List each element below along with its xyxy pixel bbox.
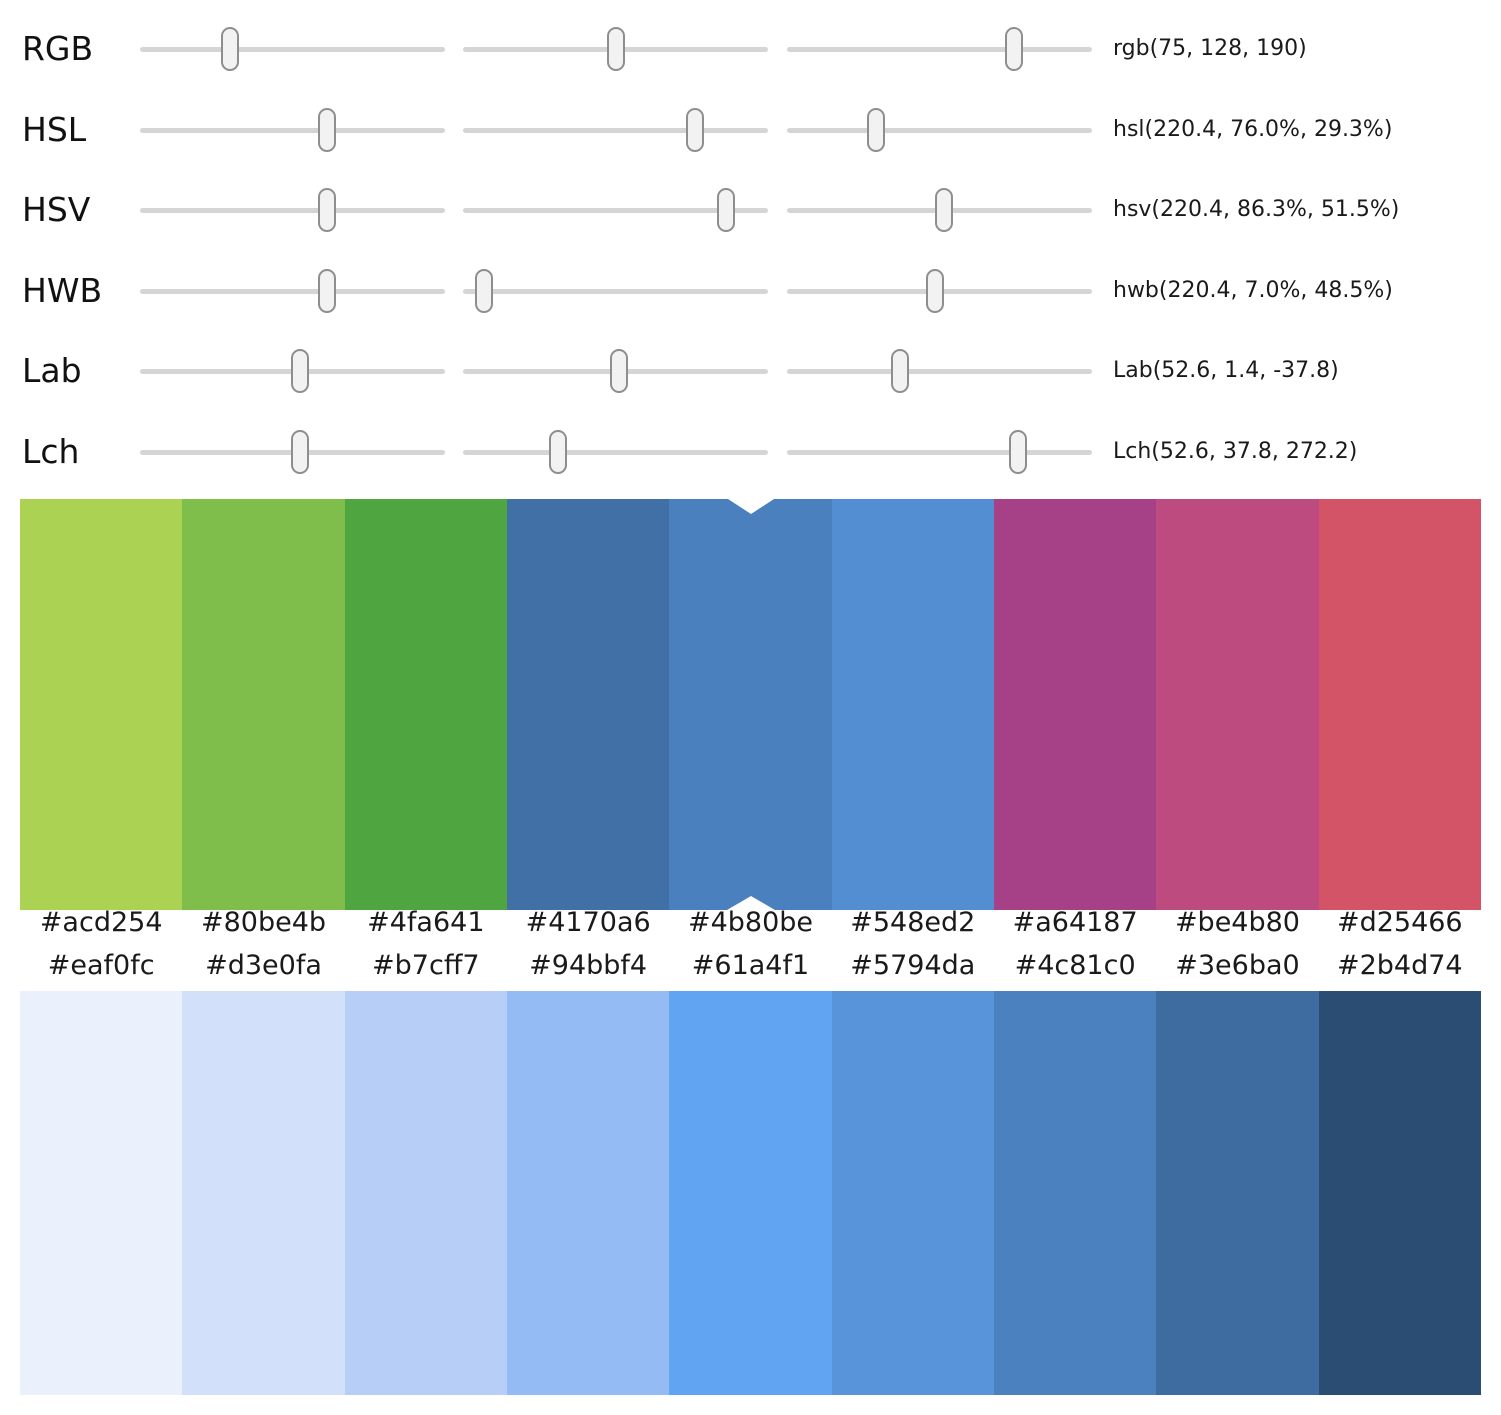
swatch-hex-label: #d25466 (1336, 907, 1463, 938)
hwb-row-label: HWB (22, 271, 103, 310)
swatch-hex-label: #5794da (850, 950, 976, 981)
shade-palette-strip (20, 991, 1481, 1395)
swatch-hex-label: #4170a6 (525, 907, 651, 938)
lab-a-slider-thumb[interactable] (609, 349, 628, 393)
hue-palette-strip (20, 499, 1481, 910)
hsl-hue-slider-thumb[interactable] (317, 108, 336, 152)
lab-b-slider[interactable] (787, 349, 1092, 393)
lch-chroma-slider-thumb[interactable] (548, 430, 567, 474)
hsl-value-readout: hsl(220.4, 76.0%, 29.3%) (1113, 117, 1393, 142)
swatch-hex-label: #4fa641 (367, 907, 485, 938)
lch-row-label: Lch (22, 432, 80, 471)
hsl-row-label: HSL (22, 110, 87, 149)
swatch-hex-label: #4b80be (687, 907, 813, 938)
hwb-blackness-slider[interactable] (787, 269, 1092, 313)
hsl-hue-slider[interactable] (140, 108, 445, 152)
rgb-value-readout: rgb(75, 128, 190) (1113, 36, 1307, 61)
lch-lightness-slider-thumb[interactable] (291, 430, 310, 474)
lab-row-label: Lab (22, 351, 82, 390)
hsl-saturation-slider-thumb[interactable] (685, 108, 704, 152)
hsv-row-label: HSV (22, 190, 91, 229)
hwb-blackness-slider-thumb[interactable] (925, 269, 944, 313)
swatch-hex-label: #b7cff7 (372, 950, 480, 981)
palette-swatch[interactable] (1156, 991, 1319, 1395)
red-slider[interactable] (140, 27, 445, 71)
palette-swatch[interactable] (669, 499, 832, 910)
selected-swatch-marker-top-icon (727, 499, 774, 514)
shade-palette-hex-labels: #eaf0fc #d3e0fa #b7cff7 #94bbf4 #61a4f1 #5794… (20, 949, 1481, 983)
swatch-hex-label: #61a4f1 (691, 950, 810, 981)
hsl-lightness-slider-thumb[interactable] (867, 108, 886, 152)
palette-swatch[interactable] (20, 499, 183, 910)
blue-slider-thumb[interactable] (1005, 27, 1024, 71)
hsv-saturation-slider-thumb[interactable] (717, 188, 736, 232)
palette-swatch[interactable] (831, 991, 994, 1395)
palette-swatch[interactable] (20, 991, 183, 1395)
palette-swatch[interactable] (182, 991, 345, 1395)
slider-row-hsl: HSL hsl(220.4, 76.0%, 29.3%) (0, 100, 1501, 160)
swatch-hex-label: #be4b80 (1174, 907, 1300, 938)
palette-swatch[interactable] (831, 499, 994, 910)
selected-swatch-marker-bottom-icon (726, 896, 775, 910)
red-slider-thumb[interactable] (220, 27, 239, 71)
hwb-value-readout: hwb(220.4, 7.0%, 48.5%) (1113, 278, 1393, 303)
palette-swatch[interactable] (1318, 991, 1481, 1395)
swatch-hex-label: #3e6ba0 (1175, 950, 1300, 981)
lch-value-readout: Lch(52.6, 37.8, 272.2) (1113, 439, 1358, 464)
green-slider[interactable] (463, 27, 768, 71)
palette-swatch[interactable] (1156, 499, 1319, 910)
hsl-saturation-slider[interactable] (463, 108, 768, 152)
palette-swatch[interactable] (182, 499, 345, 910)
palette-swatch[interactable] (344, 991, 507, 1395)
swatch-hex-label: #d3e0fa (205, 950, 322, 981)
swatch-hex-label: #acd254 (39, 907, 163, 938)
hsv-hue-slider[interactable] (140, 188, 445, 232)
hwb-whiteness-slider[interactable] (463, 269, 768, 313)
palette-swatch[interactable] (669, 991, 832, 1395)
hue-palette-hex-labels: #acd254 #80be4b #4fa641 #4170a6 #4b80be #548e… (20, 906, 1481, 940)
lab-value-readout: Lab(52.6, 1.4, -37.8) (1113, 358, 1339, 383)
palette-swatch[interactable] (344, 499, 507, 910)
hwb-whiteness-slider-thumb[interactable] (475, 269, 494, 313)
hwb-hue-slider-thumb[interactable] (317, 269, 336, 313)
palette-swatch[interactable] (506, 499, 670, 910)
palette-swatch[interactable] (506, 991, 670, 1395)
slider-row-lch: Lch Lch(52.6, 37.8, 272.2) (0, 422, 1501, 482)
slider-row-rgb: RGB rgb(75, 128, 190) (0, 19, 1501, 79)
swatch-hex-label: #548ed2 (850, 907, 976, 938)
swatch-hex-label: #2b4d74 (1336, 950, 1463, 981)
palette-swatch[interactable] (993, 499, 1157, 910)
hsv-value-slider-thumb[interactable] (935, 188, 954, 232)
lch-chroma-slider[interactable] (463, 430, 768, 474)
lch-hue-slider-thumb[interactable] (1008, 430, 1027, 474)
rgb-row-label: RGB (22, 29, 94, 68)
lch-hue-slider[interactable] (787, 430, 1092, 474)
green-slider-thumb[interactable] (607, 27, 626, 71)
palette-swatch[interactable] (993, 991, 1157, 1395)
swatch-hex-label: #a64187 (1012, 907, 1138, 938)
slider-row-hwb: HWB hwb(220.4, 7.0%, 48.5%) (0, 261, 1501, 321)
swatch-hex-label: #4c81c0 (1014, 950, 1136, 981)
lab-lightness-slider[interactable] (140, 349, 445, 393)
hsl-lightness-slider[interactable] (787, 108, 1092, 152)
hsv-value-readout: hsv(220.4, 86.3%, 51.5%) (1113, 197, 1400, 222)
hsv-saturation-slider[interactable] (463, 188, 768, 232)
hsv-hue-slider-thumb[interactable] (317, 188, 336, 232)
lab-lightness-slider-thumb[interactable] (291, 349, 310, 393)
palette-swatch[interactable] (1318, 499, 1481, 910)
slider-row-hsv: HSV hsv(220.4, 86.3%, 51.5%) (0, 180, 1501, 240)
hwb-hue-slider[interactable] (140, 269, 445, 313)
swatch-hex-label: #eaf0fc (47, 950, 155, 981)
hsv-value-slider[interactable] (787, 188, 1092, 232)
slider-row-lab: Lab Lab(52.6, 1.4, -37.8) (0, 341, 1501, 401)
lab-b-slider-thumb[interactable] (890, 349, 909, 393)
swatch-hex-label: #94bbf4 (529, 950, 648, 981)
lab-a-slider[interactable] (463, 349, 768, 393)
swatch-hex-label: #80be4b (200, 907, 327, 938)
lch-lightness-slider[interactable] (140, 430, 445, 474)
blue-slider[interactable] (787, 27, 1092, 71)
